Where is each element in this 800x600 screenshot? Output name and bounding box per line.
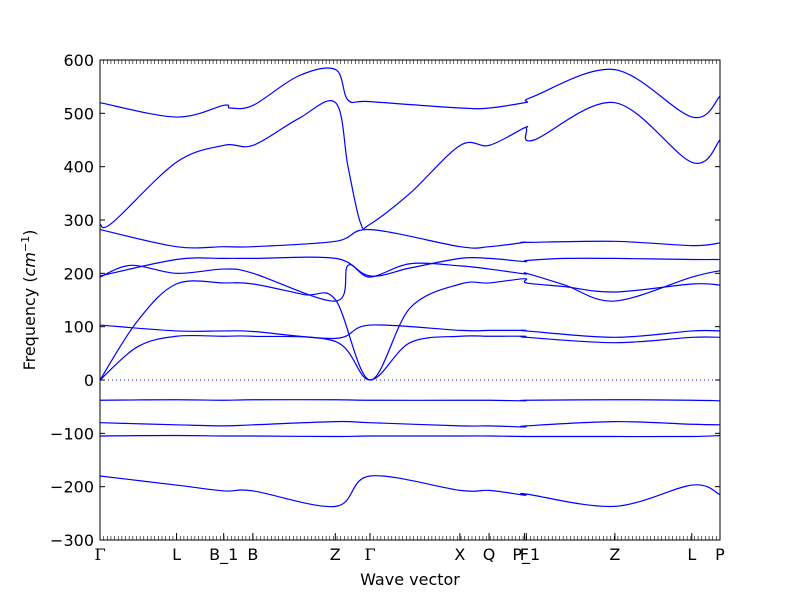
x-tick-label: B [247, 545, 258, 564]
y-tick-label: −200 [50, 478, 94, 497]
band-line-9 [99, 256, 721, 277]
band-line-10 [99, 228, 721, 249]
x-tick-label: Q [483, 545, 496, 564]
x-tick-label: L [687, 545, 696, 564]
x-tick-label: Γ [94, 545, 105, 564]
band-line-12 [99, 67, 721, 119]
y-tick-label: 400 [63, 158, 94, 177]
plot-area [99, 67, 721, 508]
band-line-11 [99, 100, 721, 230]
x-tick-label: Z [609, 545, 620, 564]
band-line-4 [99, 399, 721, 402]
x-tick-label: F [520, 545, 529, 564]
band-line-6 [99, 334, 721, 381]
x-tick-label: P [715, 545, 725, 564]
y-tick-label: 300 [63, 211, 94, 230]
band-line-3 [99, 420, 721, 428]
x-tick-label: B_1 [209, 545, 238, 565]
x-tick-label: L [172, 545, 181, 564]
y-tick-label: 600 [63, 51, 94, 70]
y-tick-label: 500 [63, 104, 94, 123]
plot-frame [99, 59, 721, 541]
y-axis-label: Frequency (cm−1) [19, 230, 39, 371]
x-tick-label: Γ [364, 545, 375, 564]
band-line-8 [99, 262, 721, 302]
band-line-2 [99, 434, 721, 438]
band-line-5 [99, 278, 721, 381]
x-axis-label: Wave vector [360, 570, 460, 589]
y-tick-label: 0 [84, 371, 94, 390]
x-tick-label: P_1 [512, 545, 540, 565]
x-tick-label: X [454, 545, 465, 564]
x-tick-label: Z [330, 545, 341, 564]
band-line-7 [99, 324, 721, 340]
y-tick-label: −100 [50, 424, 94, 443]
y-tick-label: −300 [50, 531, 94, 550]
axis-ticks: −300 −200 −100 0 100 200 300 400 500 600 Γ L B_1 B Z Γ X… [50, 51, 725, 565]
y-tick-label: 100 [63, 318, 94, 337]
band-line-1 [99, 475, 721, 508]
y-tick-label: 200 [63, 264, 94, 283]
